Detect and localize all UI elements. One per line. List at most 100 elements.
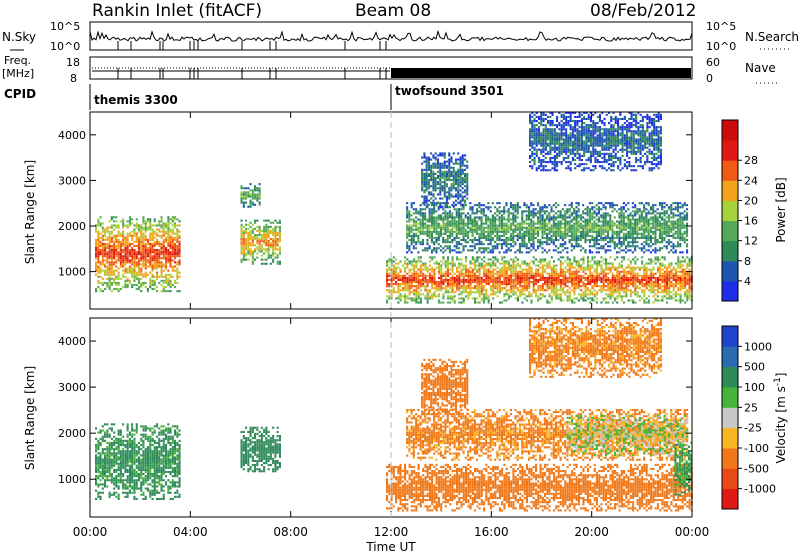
heatmap-cell bbox=[503, 264, 506, 267]
heatmap-cell bbox=[686, 299, 689, 302]
heatmap-cell bbox=[480, 297, 483, 300]
heatmap-cell bbox=[455, 208, 458, 211]
heatmap-cell bbox=[119, 251, 122, 254]
heatmap-cell bbox=[430, 220, 433, 223]
heatmap-cell bbox=[276, 238, 279, 241]
heatmap-cell bbox=[501, 283, 504, 286]
heatmap-cell bbox=[498, 222, 501, 225]
heatmap-cell bbox=[415, 243, 418, 246]
heatmap-cell bbox=[478, 293, 481, 296]
heatmap-cell bbox=[149, 283, 152, 286]
heatmap-cell bbox=[672, 278, 675, 281]
heatmap-cell bbox=[521, 222, 524, 225]
heatmap-cell bbox=[579, 218, 582, 221]
heatmap-cell bbox=[137, 236, 140, 239]
heatmap-cell bbox=[401, 289, 404, 292]
heatmap-cell bbox=[399, 276, 402, 279]
heatmap-cell bbox=[397, 301, 400, 304]
heatmap-cell bbox=[550, 226, 553, 229]
heatmap-cell bbox=[149, 263, 152, 266]
heatmap-cell bbox=[442, 283, 445, 286]
heatmap-cell bbox=[265, 219, 268, 222]
heatmap-cell bbox=[113, 255, 116, 258]
heatmap-cell bbox=[663, 276, 666, 279]
heatmap-cell bbox=[512, 220, 515, 223]
heatmap-cell bbox=[160, 218, 163, 221]
heatmap-cell bbox=[595, 228, 598, 231]
heatmap-cell bbox=[388, 295, 391, 298]
heatmap-cell bbox=[410, 236, 413, 239]
heatmap-cell bbox=[652, 287, 655, 290]
heatmap-cell bbox=[453, 226, 456, 229]
heatmap-cell bbox=[108, 244, 111, 247]
heatmap-cell bbox=[623, 289, 626, 292]
heatmap-cell bbox=[611, 226, 614, 229]
heatmap-cell bbox=[449, 291, 452, 294]
heatmap-cell bbox=[117, 257, 120, 260]
heatmap-cell bbox=[476, 226, 479, 229]
heatmap-cell bbox=[559, 278, 562, 281]
heatmap-cell bbox=[478, 224, 481, 227]
heatmap-cell bbox=[424, 216, 427, 219]
heatmap-cell bbox=[570, 243, 573, 246]
heatmap-cell bbox=[424, 281, 427, 284]
heatmap-cell bbox=[627, 272, 630, 275]
heatmap-cell bbox=[523, 268, 526, 271]
heatmap-cell bbox=[117, 226, 120, 229]
heatmap-cell bbox=[410, 214, 413, 217]
heatmap-cell bbox=[686, 293, 689, 296]
heatmap-cell bbox=[505, 291, 508, 294]
heatmap-cell bbox=[249, 199, 252, 202]
heatmap-cell bbox=[247, 187, 250, 190]
heatmap-cell bbox=[99, 222, 102, 225]
heatmap-cell bbox=[462, 232, 465, 235]
heatmap-cell bbox=[510, 276, 513, 279]
heatmap-cell bbox=[548, 264, 551, 267]
heatmap-cell bbox=[564, 281, 567, 284]
heatmap-cell bbox=[573, 226, 576, 229]
heatmap-cell bbox=[597, 212, 600, 215]
heatmap-cell bbox=[101, 222, 104, 225]
heatmap-cell bbox=[456, 256, 459, 259]
heatmap-cell bbox=[489, 251, 492, 254]
heatmap-cell bbox=[464, 214, 467, 217]
heatmap-cell bbox=[620, 226, 623, 229]
heatmap-cell bbox=[151, 242, 154, 245]
heatmap-cell bbox=[681, 281, 684, 284]
heatmap-cell bbox=[593, 274, 596, 277]
heatmap-cell bbox=[521, 260, 524, 263]
heatmap-cell bbox=[489, 272, 492, 275]
heatmap-cell bbox=[448, 220, 451, 223]
heatmap-cell bbox=[523, 287, 526, 290]
heatmap-cell bbox=[582, 260, 585, 263]
heatmap-cell bbox=[249, 231, 252, 234]
heatmap-cell bbox=[541, 210, 544, 213]
heatmap-cell bbox=[278, 234, 281, 237]
heatmap-cell bbox=[171, 230, 174, 233]
heatmap-cell bbox=[492, 281, 495, 284]
heatmap-cell bbox=[609, 283, 612, 286]
heatmap-cell bbox=[167, 290, 170, 293]
heatmap-cell bbox=[451, 230, 454, 233]
heatmap-cell bbox=[505, 262, 508, 265]
heatmap-cell bbox=[413, 299, 416, 302]
heatmap-cell bbox=[254, 197, 257, 200]
heatmap-cell bbox=[543, 224, 546, 227]
heatmap-cell bbox=[410, 228, 413, 231]
heatmap-cell bbox=[476, 216, 479, 219]
heatmap-cell bbox=[251, 191, 254, 194]
cpid-row: CPID themis 3300 twofsound 3501 bbox=[4, 84, 504, 110]
heatmap-cell bbox=[525, 234, 528, 237]
heatmap-cell bbox=[442, 218, 445, 221]
heatmap-cell bbox=[512, 216, 515, 219]
heatmap-cell bbox=[137, 277, 140, 280]
heatmap-cell bbox=[532, 285, 535, 288]
heatmap-cell bbox=[668, 291, 671, 294]
heatmap-cell bbox=[597, 243, 600, 246]
heatmap-cell bbox=[410, 287, 413, 290]
heatmap-cell bbox=[485, 276, 488, 279]
heatmap-cell bbox=[510, 295, 513, 298]
heatmap-cell bbox=[609, 285, 612, 288]
heatmap-cell bbox=[570, 224, 573, 227]
heatmap-cell bbox=[460, 230, 463, 233]
